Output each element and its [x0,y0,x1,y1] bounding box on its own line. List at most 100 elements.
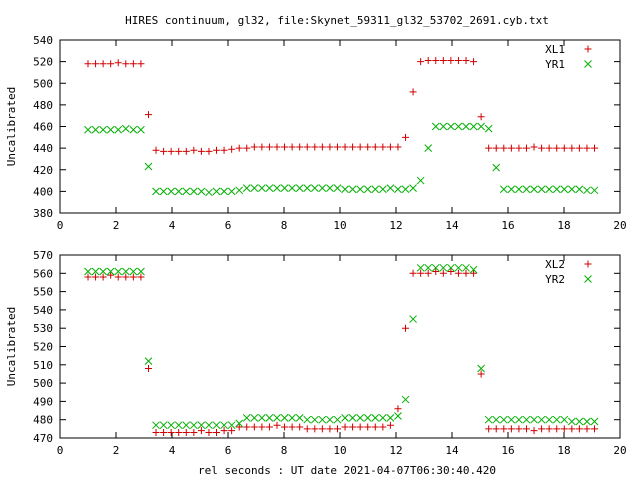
data-point-plus [303,425,311,433]
x-tick-label: 20 [613,444,626,457]
data-point-cross [575,417,584,426]
data-point-plus [371,423,379,431]
legend-label-XL2: XL2 [545,258,565,271]
data-point-plus [144,111,152,119]
data-point-cross [401,185,410,194]
legend-label-XL1: XL1 [545,43,565,56]
data-point-plus [477,113,485,121]
data-point-cross [137,267,145,276]
data-point-cross [439,122,448,131]
data-point-plus [228,427,236,435]
data-point-plus [553,425,561,433]
data-point-plus [258,423,266,431]
data-point-plus [129,60,137,68]
x-tick-label: 16 [501,219,514,232]
data-point-plus [477,370,485,378]
data-point-plus [160,429,168,437]
data-point-plus [507,425,515,433]
data-point-cross [499,185,508,194]
data-point-cross [197,187,206,196]
y-tick-label: 550 [33,286,53,299]
data-point-plus [205,147,213,155]
data-point-cross [288,414,296,422]
data-point-cross [280,184,289,192]
data-point-plus [243,144,251,152]
data-point-plus [107,60,115,68]
data-point-cross [462,122,470,131]
data-point-cross [121,124,130,133]
data-point-plus [447,267,455,275]
data-point-plus [303,143,311,151]
data-point-plus [341,423,349,431]
data-point-plus [122,273,130,281]
data-point-plus [349,143,357,151]
data-point-cross [530,415,538,424]
data-point-cross [121,267,130,276]
data-point-cross [424,263,433,272]
data-point-plus [409,88,417,96]
top-plot-panel: 0 2 4 6 8 10 12 14 16 18 20 380 400 420 440 460 480 500 52… [5,34,627,232]
data-point-plus [137,60,145,68]
data-point-plus [500,144,508,152]
data-point-plus [568,425,576,433]
data-point-cross [356,414,365,422]
data-point-plus [258,143,266,151]
data-point-plus [545,425,553,433]
data-point-plus [341,143,349,151]
data-point-cross [152,187,160,196]
data-point-plus [175,429,183,437]
data-point-cross [205,421,213,430]
data-point-plus [591,425,599,433]
data-point-plus [515,144,523,152]
data-point-cross [333,415,342,424]
data-point-cross [499,415,508,424]
data-point-plus [470,269,478,277]
data-point-cross [416,176,425,185]
data-point-plus [538,425,546,433]
data-point-cross [212,421,221,430]
x-tick-label: 0 [57,219,64,232]
data-point-plus [273,421,281,429]
data-point-plus [432,267,440,275]
data-point-plus [386,421,394,429]
data-point-plus [500,425,508,433]
data-point-cross [227,187,236,196]
data-point-cross [545,185,554,194]
data-point-plus [492,144,500,152]
data-point-cross [250,184,259,192]
data-point-cross [182,421,191,430]
y-axis-label: Uncalibrated [5,307,18,386]
data-point-cross [129,267,138,276]
data-point-cross [552,185,561,194]
data-point-plus [522,144,530,152]
data-point-plus [205,429,213,437]
data-point-plus [273,143,281,151]
data-point-cross [114,125,123,134]
data-point-plus [220,146,228,154]
legend-marker-plus [584,45,592,53]
data-point-plus [333,143,341,151]
data-point-plus [167,429,175,437]
data-point-cross [106,125,115,134]
data-point-cross [295,184,304,192]
data-point-plus [235,423,243,431]
data-point-plus [197,147,205,155]
data-point-cross [515,185,523,194]
data-point-cross [341,414,349,422]
y-tick-label: 570 [33,249,53,262]
data-point-cross [265,414,274,422]
data-point-cross [575,185,584,194]
data-point-plus [575,425,583,433]
data-point-cross [590,186,599,195]
data-point-cross [189,187,198,196]
y-tick-label: 490 [33,395,53,408]
data-point-cross [310,184,319,192]
data-point-plus [485,144,493,152]
data-point-cross [152,421,160,430]
data-point-cross [220,187,228,196]
data-point-plus [530,143,538,151]
series-YR1 [84,122,599,197]
data-point-cross [560,415,569,424]
y-tick-label: 440 [33,142,53,155]
data-point-cross [454,263,463,272]
